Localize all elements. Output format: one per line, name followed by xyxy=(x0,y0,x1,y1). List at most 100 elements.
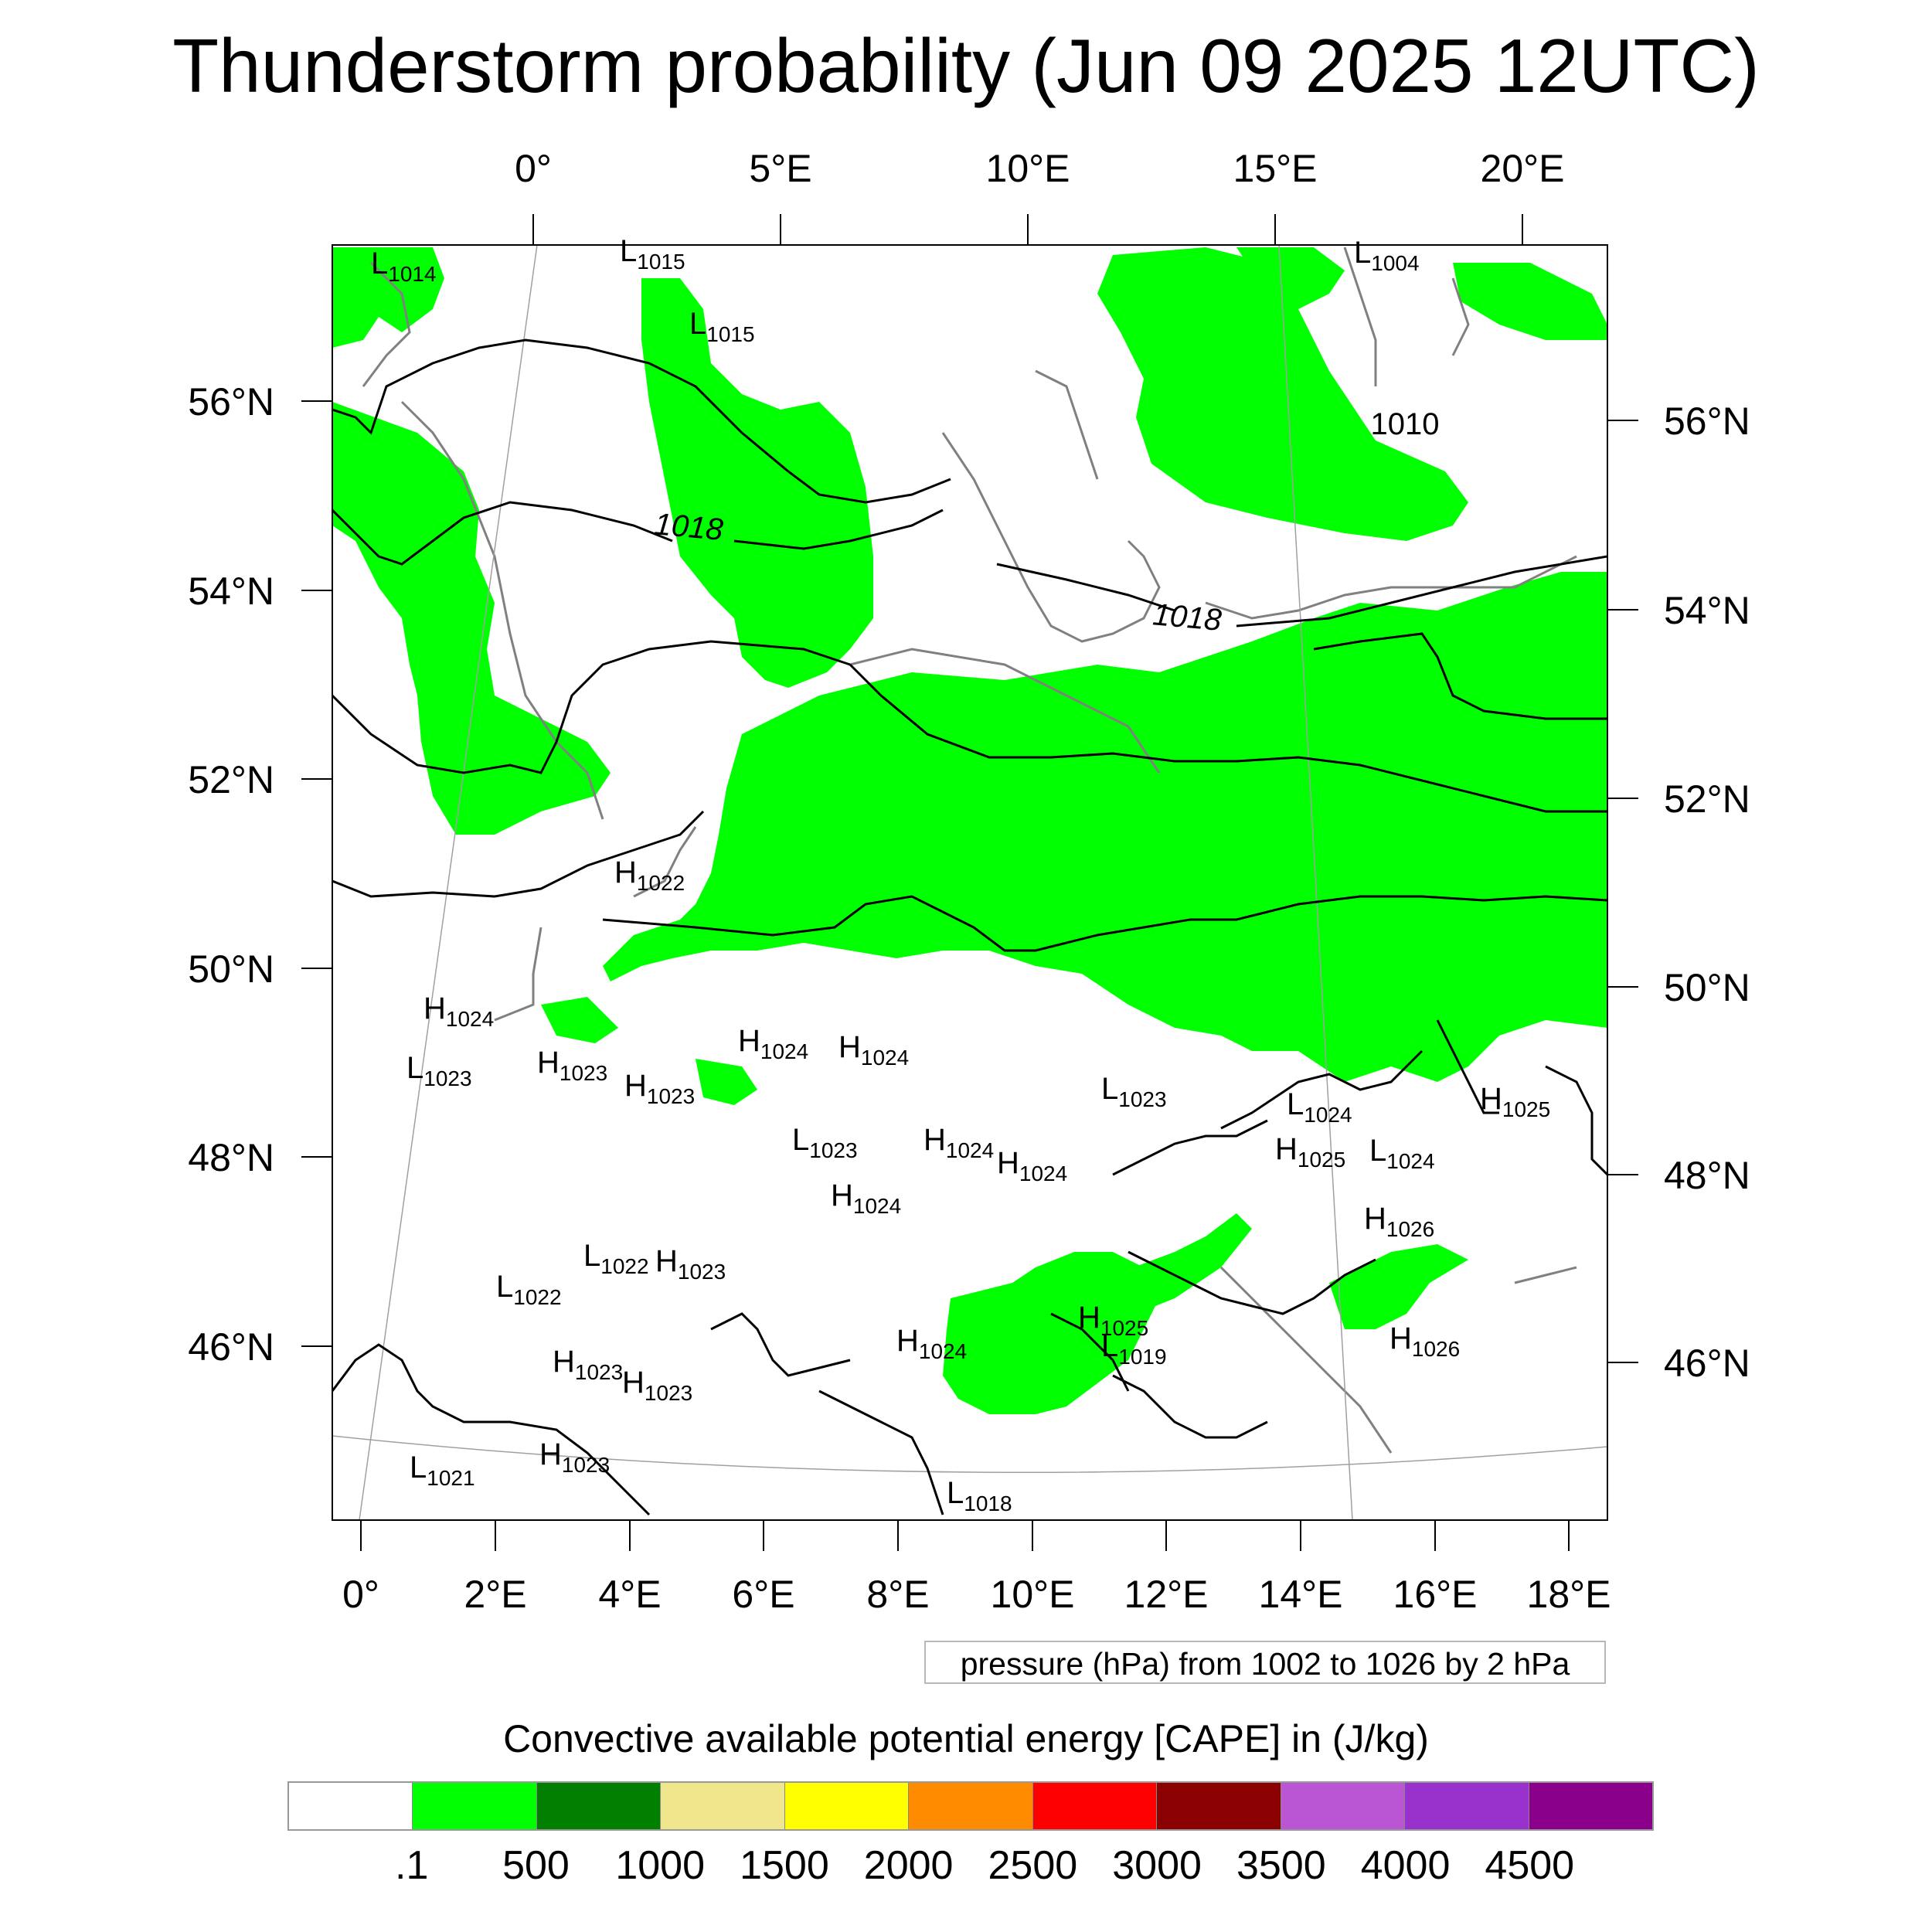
top-lon-label: 5°E xyxy=(749,147,811,190)
colorbar-label: 1500 xyxy=(740,1843,829,1888)
colorbar-label: 500 xyxy=(502,1843,570,1888)
left-lat-label: 50°N xyxy=(188,947,274,991)
right-lat-label: 50°N xyxy=(1664,966,1750,1009)
colorbar xyxy=(287,1781,1654,1831)
pressure-center-label: H1023 xyxy=(539,1437,610,1477)
axis-ticks xyxy=(301,214,1638,1551)
top-lon-labels: 0° 5°E 10°E 15°E 20°E xyxy=(515,147,1564,190)
map-plot-area xyxy=(332,245,1607,1520)
colorbar-label: 2000 xyxy=(863,1843,954,1888)
map-title: Thunderstorm probability (Jun 09 2025 12… xyxy=(172,23,1760,108)
map-frame xyxy=(332,244,1608,1521)
pressure-center-label: H1025 xyxy=(1480,1082,1550,1121)
left-lat-label: 56°N xyxy=(188,380,274,423)
bottom-lon-label: 12°E xyxy=(1124,1573,1209,1616)
right-lat-labels: 56°N 54°N 52°N 50°N 48°N 46°N xyxy=(1664,400,1750,1385)
pressure-center-label: H1026 xyxy=(1364,1202,1434,1241)
pressure-center-label: H1026 xyxy=(1389,1321,1460,1361)
pressure-center-label: H1024 xyxy=(738,1024,808,1063)
cape-fields xyxy=(332,247,1607,1414)
pressure-center-label: L1014 xyxy=(371,247,437,286)
right-lat-label: 46°N xyxy=(1664,1342,1750,1385)
right-lat-label: 52°N xyxy=(1664,777,1750,821)
contour-labels: 1018 1018 1010 xyxy=(653,407,1440,638)
pressure-center-label: H1024 xyxy=(997,1146,1067,1185)
pressure-center-label: L1021 xyxy=(410,1451,475,1490)
colorbar-label: 4000 xyxy=(1360,1843,1451,1888)
legend-title: Convective available potential energy [C… xyxy=(503,1717,1429,1760)
colorbar-label: 3000 xyxy=(1112,1843,1202,1888)
pressure-center-label: H1023 xyxy=(655,1244,726,1284)
pressure-center-label: H1024 xyxy=(831,1179,901,1218)
pressure-center-label: H1023 xyxy=(624,1069,695,1108)
pressure-center-label: L1024 xyxy=(1369,1134,1435,1173)
colorbar-label: .1 xyxy=(395,1843,429,1888)
right-lat-label: 48°N xyxy=(1664,1154,1750,1197)
isobars xyxy=(332,338,1607,1516)
contour-info-box: pressure (hPa) from 1002 to 1026 by 2 hP… xyxy=(924,1641,1606,1684)
colorbar-labels: .1 500 1000 1500 2000 2500 3000 3500 4000 4500 xyxy=(0,1841,1932,1895)
top-lon-label: 20°E xyxy=(1481,147,1565,190)
pressure-center-label: L1023 xyxy=(1101,1072,1167,1111)
pressure-center-label: L1015 xyxy=(620,234,685,274)
pressure-center-label: H1024 xyxy=(838,1030,909,1070)
colorbar-label: 1000 xyxy=(615,1843,706,1888)
top-lon-label: 0° xyxy=(515,147,552,190)
pressure-center-label: H1023 xyxy=(622,1366,692,1405)
colorbar-swatch xyxy=(1032,1783,1158,1829)
bottom-lon-label: 6°E xyxy=(732,1573,794,1616)
bottom-lon-label: 16°E xyxy=(1393,1573,1478,1616)
right-lat-label: 54°N xyxy=(1664,589,1750,632)
colorbar-swatch xyxy=(413,1783,537,1829)
bottom-lon-label: 4°E xyxy=(598,1573,661,1616)
colorbar-swatch xyxy=(1157,1783,1281,1829)
pressure-center-label: H1025 xyxy=(1078,1301,1148,1340)
pressure-center-label: H1024 xyxy=(923,1123,994,1162)
pressure-center-label: H1023 xyxy=(537,1046,607,1085)
colorbar-swatch xyxy=(1529,1783,1652,1829)
pressure-center-label: L1022 xyxy=(496,1270,562,1309)
pressure-center-label: H1024 xyxy=(896,1324,967,1363)
colorbar-swatch xyxy=(1405,1783,1529,1829)
pressure-centers: L1014 L1015 L1015 L1004 H1022 H1024 L102… xyxy=(371,234,1550,1515)
pressure-center-label: H1024 xyxy=(423,992,494,1031)
colorbar-swatch xyxy=(661,1783,785,1829)
colorbar-label: 2500 xyxy=(988,1843,1078,1888)
bottom-lon-labels: 0° 2°E 4°E 6°E 8°E 10°E 12°E 14°E 16°E 1… xyxy=(342,1573,1611,1616)
left-lat-label: 52°N xyxy=(188,758,274,801)
colorbar-swatch xyxy=(784,1783,910,1829)
colorbar-label: 3500 xyxy=(1236,1843,1326,1888)
top-lon-label: 15°E xyxy=(1233,147,1318,190)
pressure-center-label: L1022 xyxy=(583,1239,649,1278)
pressure-center-label: L1024 xyxy=(1287,1087,1352,1127)
contour-label: 1010 xyxy=(1371,407,1440,441)
pressure-center-label: H1023 xyxy=(553,1345,623,1384)
colorbar-swatch xyxy=(289,1783,413,1829)
left-lat-label: 54°N xyxy=(188,570,274,613)
pressure-center-label: L1023 xyxy=(792,1123,858,1162)
bottom-lon-label: 8°E xyxy=(866,1573,929,1616)
graticule xyxy=(332,245,1607,1520)
left-lat-label: 46°N xyxy=(188,1325,274,1369)
pressure-center-label: H1025 xyxy=(1275,1132,1345,1172)
colorbar-swatch xyxy=(1281,1783,1406,1829)
pressure-center-label: L1015 xyxy=(689,307,755,346)
pressure-center-label: L1019 xyxy=(1101,1329,1167,1369)
bottom-lon-label: 2°E xyxy=(464,1573,526,1616)
bottom-lon-label: 14°E xyxy=(1259,1573,1343,1616)
right-lat-label: 56°N xyxy=(1664,400,1750,443)
pressure-center-label: L1018 xyxy=(947,1476,1012,1515)
pressure-center-label: L1023 xyxy=(406,1051,472,1090)
bottom-lon-label: 18°E xyxy=(1527,1573,1611,1616)
colorbar-swatch xyxy=(909,1783,1033,1829)
left-lat-labels: 56°N 54°N 52°N 50°N 48°N 46°N xyxy=(188,380,274,1369)
colorbar-label: 4500 xyxy=(1485,1843,1575,1888)
left-lat-label: 48°N xyxy=(188,1136,274,1179)
pressure-center-label: L1004 xyxy=(1354,236,1420,275)
top-lon-label: 10°E xyxy=(986,147,1070,190)
bottom-lon-label: 10°E xyxy=(991,1573,1075,1616)
bottom-lon-label: 0° xyxy=(342,1573,379,1616)
contour-label: 1018 xyxy=(653,507,725,547)
coastlines xyxy=(362,247,1577,1454)
